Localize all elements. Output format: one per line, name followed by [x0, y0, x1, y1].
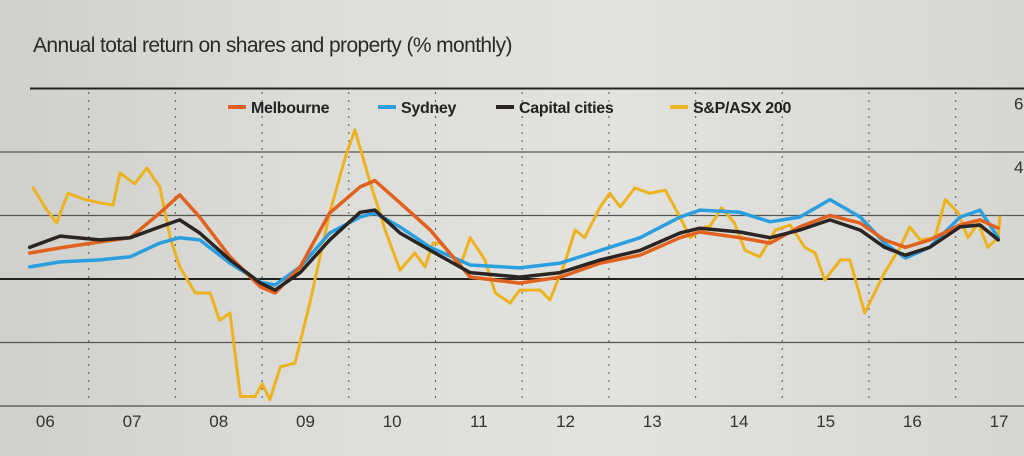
series-line-capital-cities: [27, 208, 1000, 292]
y-tick-label: 40: [1014, 158, 1024, 177]
x-tick-label: 16: [903, 412, 922, 431]
series-line-melbourne: [27, 178, 1000, 295]
legend-label-sydney: Sydney: [401, 100, 457, 117]
x-axis-labels: 06 07 08 09 10 11 12 13 14 15 16 17: [36, 412, 1009, 431]
x-tick-label: 12: [556, 412, 575, 431]
legend-label-capital-cities: Capital cities: [519, 100, 614, 117]
series-line-s-p-asx-200: [31, 128, 1002, 402]
gridlines: [0, 87, 1024, 407]
x-tick-label: 13: [643, 412, 662, 431]
x-tick-label: 10: [383, 412, 402, 431]
x-tick-label: 17: [990, 412, 1009, 431]
x-tick-label: 11: [470, 412, 488, 431]
legend-label-melbourne: Melbourne: [251, 100, 330, 117]
x-tick-label: 14: [729, 412, 748, 431]
x-tick-label: 09: [296, 412, 315, 431]
x-tick-label: 15: [816, 412, 835, 431]
series-lines: [27, 128, 1002, 402]
x-tick-label: 06: [36, 412, 55, 431]
y-tick-label: 60: [1014, 95, 1024, 114]
chart-title: Annual total return on shares and proper…: [33, 34, 512, 57]
legend-label-sp-asx-200: S&P/ASX 200: [693, 100, 791, 117]
legend: Melbourne Sydney Capital cities S&P/ASX …: [228, 100, 792, 117]
y-axis-labels: 60 40: [1014, 95, 1024, 178]
x-tick-label: 07: [123, 412, 142, 431]
x-tick-label: 08: [209, 412, 228, 431]
